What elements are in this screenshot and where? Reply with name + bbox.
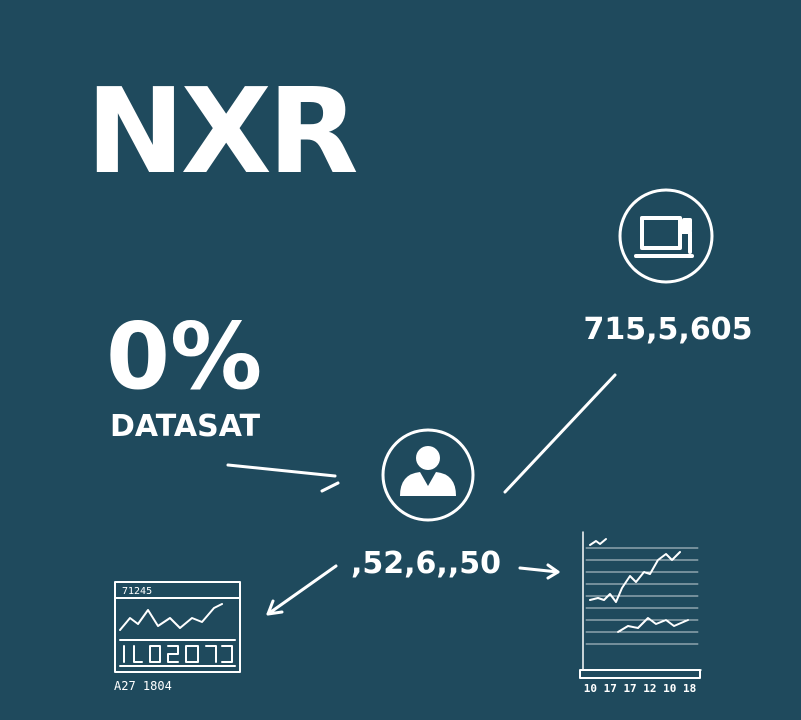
person-circle (381, 428, 475, 522)
person-icon (400, 446, 456, 496)
stat-value: 0% (106, 303, 262, 410)
node-label: 715,5,605 (584, 312, 753, 347)
stat-label: DATASAT (110, 409, 261, 444)
mini-chart-title: 71245 (122, 586, 152, 597)
mini-chart-left (114, 581, 241, 673)
logo: NXR (86, 62, 357, 200)
node-label: ,52,6,,50 (351, 546, 501, 581)
mini-chart-right (579, 531, 702, 679)
mini-chart-footer: 10 17 17 12 10 18 (584, 682, 697, 695)
mini-chart-footer: A27 1804 (114, 679, 172, 693)
printer-circle (618, 188, 714, 284)
printer-icon (634, 216, 694, 258)
connectors (226, 373, 617, 616)
